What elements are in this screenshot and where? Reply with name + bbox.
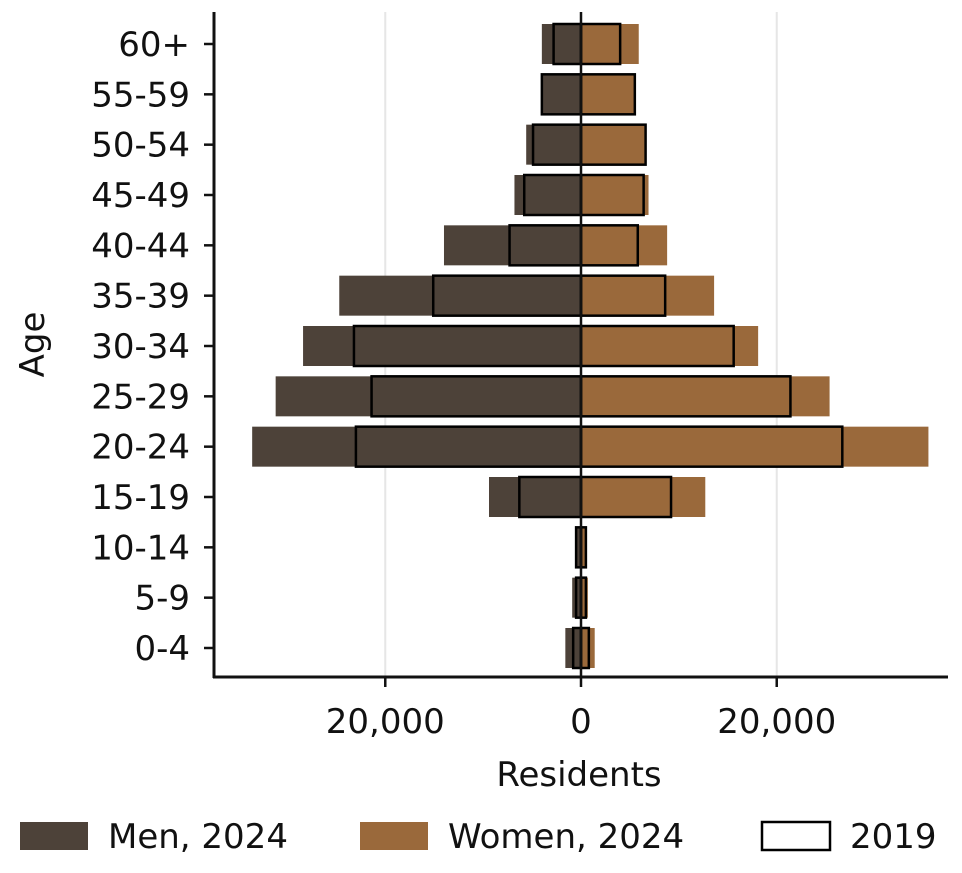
legend-label-0: Men, 2024 [108,817,288,857]
y-tick-label-20-24: 20-24 [91,428,190,468]
bar-women-2024-10-14 [581,527,586,568]
bar-women-2024-5-9 [581,577,588,618]
y-axis-title: Age [13,312,53,378]
bar-men-2024-15-19 [489,477,581,517]
y-tick-label-25-29: 25-29 [91,377,190,417]
legend-label-2: 2019 [850,817,937,857]
legend-swatch-1 [360,822,428,850]
x-tick-label-2: 20,000 [717,702,836,742]
bar-men-2024-55-59 [541,74,581,115]
bar-women-2024-35-39 [581,275,715,316]
bar-women-2024-60+ [581,24,639,64]
y-tick-label-30-34: 30-34 [91,327,190,367]
bar-women-2024-45-49 [581,175,649,215]
bar-women-2024-15-19 [581,477,706,517]
legend-swatch-0 [20,822,88,850]
y-tick-label-10-14: 10-14 [91,528,190,568]
bar-men-2024-10-14 [575,527,581,568]
bar-men-2024-20-24 [252,426,581,467]
bar-women-2024-50-54 [581,124,646,165]
bar-women-2024-55-59 [581,74,636,115]
bar-women-2024-20-24 [581,426,929,467]
x-axis-title: Residents [496,755,661,795]
bar-women-2024-40-44 [581,225,668,266]
y-tick-label-55-59: 55-59 [91,75,190,115]
bar-men-2024-25-29 [275,376,581,417]
y-tick-label-45-49: 45-49 [91,176,190,216]
y-tick-label-50-54: 50-54 [91,126,190,166]
bar-men-2024-35-39 [339,275,581,316]
y-tick-label-0-4: 0-4 [134,629,190,669]
legend-label-1: Women, 2024 [448,817,684,857]
y-tick-label-15-19: 15-19 [91,478,190,518]
y-tick-label-60+: 60+ [118,25,190,65]
legend: Men, 2024 Women, 2024 2019 [20,817,937,857]
x-axis-ticks: 20,000 0 20,000 [326,677,836,742]
y-tick-label-40-44: 40-44 [91,226,190,266]
y-axis-ticks: 0-4 5-9 10-14 15-19 20-24 25-29 30-34 35-39 40-4… [91,25,214,669]
bar-men-2024-50-54 [526,124,581,165]
men-2024-bars [252,24,581,668]
bar-men-2024-45-49 [514,175,581,215]
y-tick-label-5-9: 5-9 [134,579,190,619]
bar-men-2024-40-44 [443,225,581,266]
bar-men-2024-60+ [541,24,581,64]
y-tick-label-35-39: 35-39 [91,277,190,317]
x-tick-label-1: 0 [570,702,592,742]
bar-men-2024-30-34 [303,326,581,366]
legend-swatch-2 [760,820,832,852]
x-tick-label-0: 20,000 [326,702,445,742]
bar-women-2024-30-34 [581,326,759,366]
women-2024-bars [581,24,929,668]
bar-women-2024-25-29 [581,376,830,417]
